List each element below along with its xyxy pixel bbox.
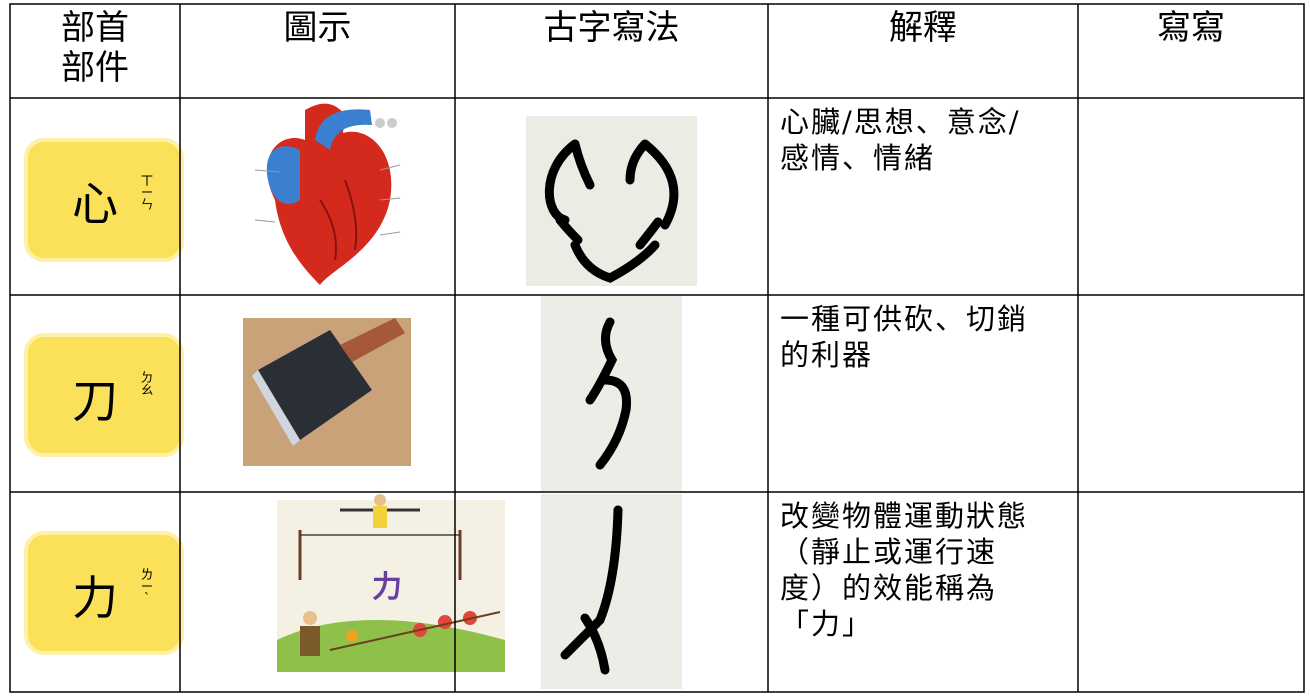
zhuyin-symbol: ㄧ [140, 186, 154, 201]
zhuyin: ㄒㄧㄣ [140, 174, 154, 213]
explanation-line: 心臟/思想、意念/ [780, 105, 1021, 139]
knife-picture [243, 318, 411, 466]
explanation-line: 改變物體運動狀態 [780, 499, 1029, 533]
zhuyin-symbol: ㄌ [140, 568, 154, 583]
header-text: 部件 [61, 48, 129, 88]
radical-badges [24, 138, 184, 655]
radical: 心 [72, 177, 118, 231]
explanation-line: 的利器 [780, 338, 874, 372]
header-text: 部首 [61, 8, 129, 48]
header-text: 解釋 [889, 8, 957, 48]
zhuyin-symbol: ㄧˋ [140, 580, 154, 607]
header-cell: 古字寫法 [455, 8, 768, 48]
explanation: 改變物體運動狀態 （靜止或運行速 度）的效能稱為 「力」 [780, 498, 1028, 642]
zhuyin-symbol: ㄒ [140, 174, 154, 189]
header-text: 古字寫法 [543, 8, 680, 48]
zhuyin-symbol: ㄉ [140, 371, 154, 386]
header-cell: 寫寫 [1078, 8, 1304, 48]
explanation-line: 感情、情緒 [780, 141, 936, 175]
explanation-line: 度）的效能稱為 [780, 571, 998, 605]
radical: 力 [72, 571, 118, 625]
explanation: 一種可供砍、切銷 的利器 [780, 301, 1028, 373]
zhuyin: ㄉㄠ [140, 371, 154, 398]
zhuyin-symbol: ㄣ [140, 198, 154, 213]
zhuyin-symbol: ㄠ [140, 383, 154, 398]
zhuyin: ㄌㄧˋ [140, 568, 154, 607]
explanation-line: 「力」 [780, 607, 874, 641]
explanation-line: 一種可供砍、切銷 [780, 302, 1029, 336]
radical: 刀 [72, 374, 118, 428]
force-picture [277, 494, 505, 672]
heart-picture [254, 103, 401, 285]
header-cell: 部首 部件 [10, 8, 180, 88]
picture-text: 力 [372, 570, 402, 605]
header-cell: 解釋 [768, 8, 1078, 48]
header-cell: 圖示 [180, 8, 455, 48]
explanation-line: （靜止或運行速 [780, 535, 998, 569]
header-text: 寫寫 [1157, 8, 1225, 48]
header-text: 圖示 [283, 8, 352, 48]
ancient-glyphs [544, 139, 679, 675]
explanation: 心臟/思想、意念/感情、情緒 [780, 104, 1021, 176]
table-grid [9, 3, 1305, 693]
